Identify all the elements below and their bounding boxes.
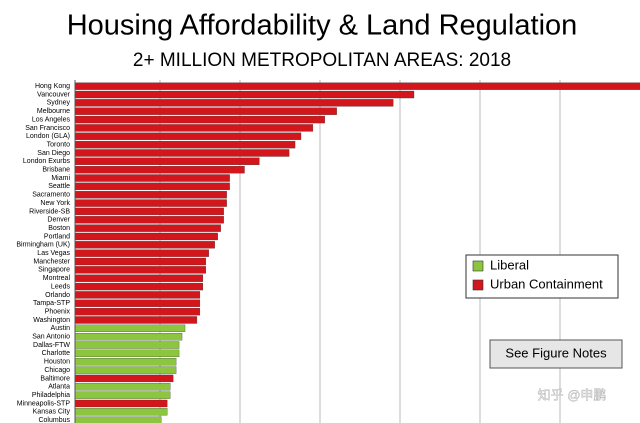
y-tick-label: Tampa-STP (33, 300, 70, 307)
legend: Liberal Urban Containment (465, 254, 619, 299)
bar (74, 299, 201, 307)
bar (74, 266, 206, 274)
y-tick-label: Hong Kong (35, 83, 70, 90)
bar (74, 157, 260, 165)
bar (74, 282, 204, 291)
bar (74, 408, 168, 416)
bar (74, 99, 394, 107)
bar (74, 132, 302, 140)
bar (74, 224, 221, 232)
y-tick-label: San Diego (37, 150, 70, 157)
legend-swatch (472, 260, 484, 272)
y-tick-label: Miami (51, 175, 70, 182)
y-tick-label: Kansas City (33, 409, 71, 416)
bar (74, 166, 245, 174)
legend-swatch (472, 279, 484, 291)
legend-label: Urban Containment (490, 276, 603, 291)
bar (74, 333, 183, 341)
y-tick-label: Boston (48, 225, 70, 232)
bar (74, 383, 171, 391)
y-tick-label: Vancouver (37, 91, 71, 98)
bar (74, 416, 162, 423)
bar (74, 207, 224, 216)
bar (74, 191, 227, 199)
y-tick-label: Las Vegas (37, 250, 70, 257)
y-tick-label: Sacramento (32, 192, 70, 199)
chart-subtitle: 2+ MILLION METROPOLITAN AREAS: 2018 (133, 50, 511, 71)
y-tick-label: Sydney (47, 100, 71, 107)
y-tick-label: Dallas-FTW (33, 342, 70, 349)
bar (74, 324, 186, 332)
bar (74, 90, 415, 99)
chart-title: Housing Affordability & Land Regulation (67, 10, 578, 42)
bar (74, 399, 168, 408)
y-tick-label: Montreal (43, 275, 71, 282)
legend-label: Liberal (490, 257, 529, 272)
y-tick-label: Chicago (44, 367, 70, 374)
bar (74, 257, 206, 266)
y-tick-label: Brisbane (42, 167, 70, 174)
y-tick-label: Minneapolis-STP (17, 400, 71, 407)
y-tick-label: Riverside-SB (29, 208, 70, 215)
y-tick-label: Washington (33, 317, 70, 324)
bar (74, 82, 640, 90)
bar (74, 249, 209, 257)
bar (74, 358, 177, 366)
bar (74, 140, 296, 149)
legend-box (465, 254, 619, 299)
y-tick-label: Charlotte (42, 350, 71, 357)
bar (74, 232, 218, 241)
bar (74, 216, 224, 224)
bar (74, 115, 325, 124)
y-tick-label: Portland (44, 233, 70, 240)
watermark: 知乎 @申鹏 (538, 387, 607, 402)
y-tick-label: Baltimore (40, 375, 70, 382)
y-tick-label: Austin (51, 325, 71, 332)
y-tick-label: New York (40, 200, 70, 207)
y-tick-label: Denver (47, 217, 70, 224)
bar (74, 241, 215, 249)
y-tick-label: Philadelphia (32, 392, 70, 399)
bar (74, 391, 171, 399)
y-tick-label: Orlando (45, 292, 70, 299)
y-tick-label: Houston (44, 359, 70, 366)
y-tick-label: London Exurbs (23, 158, 71, 165)
bar (74, 274, 204, 282)
notes-button[interactable] (489, 339, 623, 369)
y-tick-label: Seattle (48, 183, 70, 190)
y-tick-label: Manchester (33, 258, 70, 265)
y-tick-label: Singapore (38, 267, 70, 274)
y-tick-label: Melbourne (37, 108, 70, 115)
bar (74, 149, 290, 157)
y-tick-label: Atlanta (48, 384, 70, 391)
bar (74, 182, 230, 191)
bar (74, 174, 230, 182)
y-tick-label: San Francisco (25, 125, 70, 132)
bar (74, 349, 180, 358)
y-tick-label: San Antonio (32, 334, 70, 341)
y-tick-label: Toronto (47, 141, 70, 148)
bar (74, 291, 201, 299)
bar (74, 124, 314, 132)
notes-button-label[interactable]: See Figure Notes (505, 345, 607, 360)
y-tick-label: Los Angeles (32, 116, 71, 123)
bar (74, 107, 337, 115)
bar (74, 316, 198, 324)
y-tick-label: Columbus (38, 417, 70, 423)
bar (74, 341, 180, 349)
bar (74, 307, 201, 316)
bar (74, 374, 174, 383)
bar (74, 199, 227, 207)
y-tick-label: Birmingham (UK) (16, 242, 70, 249)
y-tick-label: London (GLA) (26, 133, 70, 140)
bar (74, 366, 177, 374)
y-tick-label: Leeds (51, 283, 71, 290)
y-tick-label: Phoenix (45, 308, 71, 315)
